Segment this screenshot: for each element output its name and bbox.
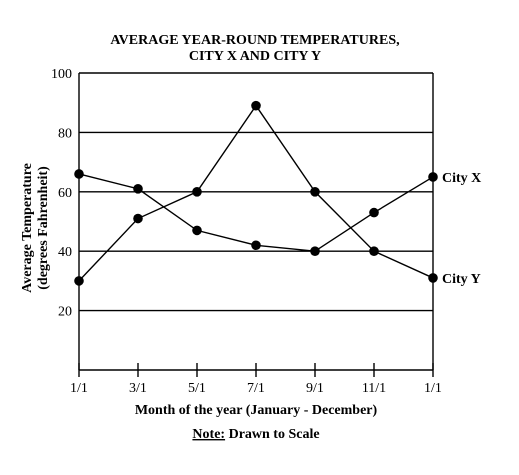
series-label-city-x: City X: [442, 171, 481, 186]
x-tick-label-1: 3/1: [129, 381, 147, 396]
y-tick-label-40: 40: [58, 245, 72, 260]
chart-title-line-2: CITY X AND CITY Y: [189, 49, 321, 64]
x-tick-label-3: 7/1: [247, 381, 265, 396]
point-city-x-0: [74, 169, 84, 179]
point-city-y-6: [428, 273, 438, 283]
point-city-x-6: [428, 172, 438, 182]
data-series: City Y City X: [74, 100, 481, 287]
y-tick-label-60: 60: [58, 186, 72, 201]
point-city-x-4: [310, 246, 320, 256]
x-tick-label-5: 11/1: [362, 381, 386, 396]
series-line-city-x: [78, 173, 434, 252]
x-tick-label-0: 1/1: [70, 381, 88, 396]
x-tick-label-2: 5/1: [188, 381, 206, 396]
point-city-x-2: [192, 225, 202, 236]
y-tick-label-80: 80: [58, 126, 72, 141]
point-city-y-3: [251, 100, 261, 111]
x-tick-labels: 1/1 3/1 5/1 7/1 9/1 11/1 1/1: [70, 363, 442, 396]
y-tick-label-100: 100: [51, 67, 72, 82]
x-axis-label: Month of the year (January - December): [135, 403, 378, 418]
gridlines: [78, 72, 434, 371]
point-city-y-5: [369, 246, 379, 256]
point-city-x-1: [133, 184, 143, 194]
scale-note: Note: Drawn to Scale: [192, 427, 319, 442]
point-city-y-0: [74, 276, 84, 286]
y-tick-labels: 20 40 60 80 100: [51, 67, 72, 320]
point-city-y-1: [133, 213, 143, 224]
y-axis-label-line-1: Average Temperature: [20, 163, 35, 293]
point-city-x-5: [369, 207, 379, 218]
point-city-x-3: [251, 240, 261, 251]
y-tick-label-20: 20: [58, 305, 72, 320]
series-label-city-y: City Y: [442, 272, 481, 287]
point-city-y-4: [310, 187, 320, 197]
scale-note-label: Note:: [192, 427, 225, 442]
chart-title-line-1: AVERAGE YEAR-ROUND TEMPERATURES,: [110, 33, 399, 48]
x-tick-label-6: 1/1: [424, 381, 442, 396]
scale-note-text: Drawn to Scale: [225, 427, 320, 442]
y-axis-label-line-2: (degrees Fahrenheit): [36, 166, 51, 290]
x-tick-label-4: 9/1: [306, 381, 324, 396]
point-city-y-2: [192, 187, 202, 197]
